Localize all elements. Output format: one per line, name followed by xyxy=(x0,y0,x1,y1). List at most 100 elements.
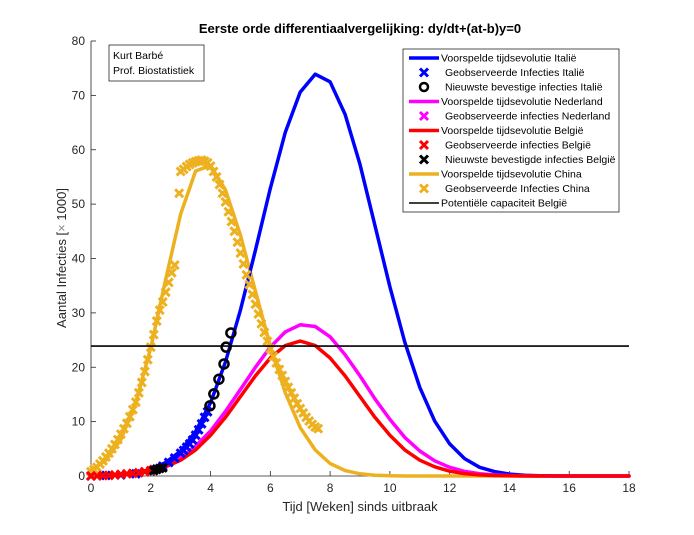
scatter-point-cross xyxy=(274,364,285,375)
scatter-point-cross xyxy=(223,206,234,217)
scatter-point-cross xyxy=(136,377,147,388)
y-tick-label: 80 xyxy=(72,34,86,48)
x-tick-label: 4 xyxy=(207,481,214,495)
y-tick-label: 70 xyxy=(72,88,86,102)
scatter-point-cross xyxy=(259,327,270,338)
x-tick-label: 14 xyxy=(503,481,517,495)
scatter-point-circle xyxy=(220,341,232,353)
scatter-point-cross xyxy=(151,315,162,327)
y-tick-label: 20 xyxy=(72,360,86,374)
scatter-point-cross xyxy=(229,226,240,237)
y-axis-label: Aantal Infecties [× 1000] xyxy=(54,188,69,328)
scatter-point-cross xyxy=(142,354,153,365)
scatter-point-cross xyxy=(268,351,279,362)
scatter-point-cross xyxy=(148,329,159,340)
legend-entry-label: Geobserveerde Infecties Italië xyxy=(445,67,585,79)
x-tick-label: 0 xyxy=(88,481,95,495)
x-tick-label: 12 xyxy=(443,481,457,495)
legend-entry-label: Voorspelde tijdsevolutie Italië xyxy=(441,53,577,65)
scatter-point-cross xyxy=(174,188,185,199)
y-tick-label: 0 xyxy=(78,469,85,483)
scatter-point-cross xyxy=(256,318,267,329)
scatter-point-cross xyxy=(232,237,243,248)
y-axis-label-symbol: × xyxy=(54,224,69,232)
scatter-point-cross xyxy=(199,412,210,423)
x-tick-label: 2 xyxy=(147,481,154,495)
scatter-point-cross xyxy=(139,366,150,377)
scatter-point-cross xyxy=(100,470,112,481)
scatter-point-circle xyxy=(208,388,220,400)
scatter-point-cross xyxy=(241,269,252,280)
scatter-point-cross xyxy=(271,357,282,368)
scatter-point-cross xyxy=(112,434,123,445)
x-tick-label: 6 xyxy=(267,481,274,495)
annotation-line-2: Prof. Biostatistiek xyxy=(113,65,195,77)
scatter-point-cross xyxy=(289,393,300,404)
legend-entry-label: Voorspelde tijdsevolutie China xyxy=(441,169,582,181)
y-tick-label: 10 xyxy=(72,415,86,429)
legend-entry-label: Geobserveerde infecties Nederland xyxy=(445,111,610,123)
legend-entry-label: Potentiële capaciteit België xyxy=(441,198,567,210)
scatter-point-cross xyxy=(157,462,168,473)
legend-entry-label: Nieuwste bevestigde infecties België xyxy=(445,154,616,166)
scatter-point-circle xyxy=(225,327,237,339)
scatter-point-cross xyxy=(190,430,201,441)
scatter-point-cross xyxy=(205,161,216,172)
legend-cross-swatch xyxy=(418,110,430,122)
series-line-5 xyxy=(89,339,631,478)
scatter-point-cross xyxy=(244,279,255,290)
scatter-point-cross xyxy=(226,216,237,227)
legend-cross-swatch xyxy=(418,67,430,78)
scatter-point-cross xyxy=(217,188,228,199)
scatter-point-cross xyxy=(196,418,207,429)
scatter-point-cross xyxy=(247,289,258,300)
scatter-point-cross xyxy=(160,287,171,298)
legend-entry-label: Geobserveerde infecties België xyxy=(445,140,591,152)
plot-area xyxy=(85,72,631,482)
legend-circle-swatch xyxy=(418,81,430,93)
x-tick-label: 8 xyxy=(327,481,334,495)
scatter-point-cross xyxy=(235,248,246,259)
scatter-point-cross xyxy=(280,376,291,387)
x-tick-label: 10 xyxy=(383,481,397,495)
scatter-point-cross xyxy=(250,299,261,310)
scatter-point-cross xyxy=(163,277,174,288)
y-axis-label-text: Aantal Infecties [ xyxy=(54,231,69,327)
scatter-point-cross xyxy=(283,382,294,393)
scatter-point-cross xyxy=(313,423,324,434)
scatter-point-circle xyxy=(213,373,225,385)
chart-title: Eerste orde differentiaalvergelijking: d… xyxy=(199,21,521,36)
legend-cross-swatch xyxy=(418,154,430,165)
scatter-point-cross xyxy=(169,259,180,271)
scatter-point-cross xyxy=(193,424,204,435)
scatter-point-cross xyxy=(238,258,249,269)
legend-entry-label: Voorspelde tijdsevolutie Nederland xyxy=(441,96,603,108)
legend-cross-swatch xyxy=(418,139,430,151)
scatter-point-cross xyxy=(121,418,132,429)
y-tick-label: 60 xyxy=(72,143,86,157)
x-tick-label: 18 xyxy=(622,481,636,495)
y-tick-label: 50 xyxy=(72,197,86,211)
annotation-box: Kurt Barbé Prof. Biostatistiek xyxy=(108,44,205,82)
scatter-point-cross xyxy=(127,404,138,415)
legend-entry-label: Nieuwste bevestige infecties Italië xyxy=(445,82,603,94)
y-tick-label: 40 xyxy=(72,252,86,266)
scatter-point-cross xyxy=(130,396,141,408)
scatter-point-circle xyxy=(204,400,216,412)
y-tick-label: 30 xyxy=(72,306,86,320)
legend-cross-swatch xyxy=(418,183,430,194)
scatter-point-cross xyxy=(286,387,297,398)
scatter-point-cross xyxy=(118,423,129,434)
scatter-point-cross xyxy=(133,387,144,398)
scatter-point-cross xyxy=(208,166,219,177)
scatter-point-cross xyxy=(211,171,222,182)
scatter-point-cross xyxy=(124,411,135,422)
scatter-point-circle xyxy=(218,358,230,370)
legend-entry-label: Geobserveerde Infecties China xyxy=(445,183,590,195)
scatter-point-cross xyxy=(154,305,165,316)
scatter-point-cross xyxy=(214,179,225,190)
x-axis-label: Tijd [Weken] sinds uitbraak xyxy=(282,499,438,514)
scatter-point-cross xyxy=(277,370,288,381)
scatter-point-cross xyxy=(253,308,264,320)
